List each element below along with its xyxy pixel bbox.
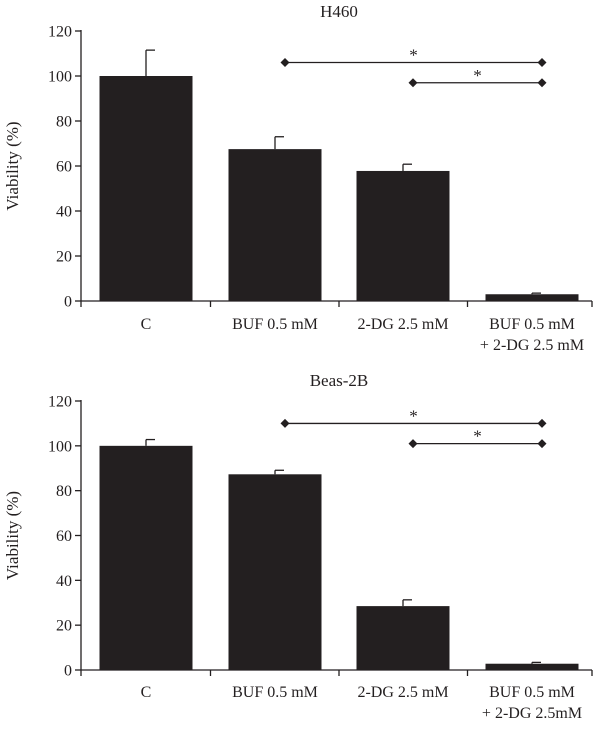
x-category-label: C: [141, 684, 152, 701]
bar: [485, 294, 579, 301]
x-category-label: + 2-DG 2.5 mM: [480, 337, 584, 354]
x-category-label: BUF 0.5 mM: [489, 684, 575, 701]
chart-panel-1: H460 Viability (%) 0 20 40 60 80 100 120 C BUF 0.5…: [3, 2, 593, 354]
chart-title: H460: [320, 2, 358, 21]
y-tick-label: 0: [64, 663, 72, 680]
significance-marker: [280, 418, 290, 428]
significance-marker: [537, 418, 547, 428]
x-category-label: BUF 0.5 mM: [232, 316, 318, 333]
significance-marker: [537, 439, 547, 449]
y-tick-label: 120: [48, 24, 72, 41]
y-tick-label: 120: [48, 394, 72, 411]
bar: [99, 445, 193, 670]
significance-label: *: [473, 66, 482, 85]
x-category-label: BUF 0.5 mM: [232, 684, 318, 701]
x-category-label: BUF 0.5 mM: [489, 316, 575, 333]
y-tick-label: 80: [56, 483, 72, 500]
x-category-label: 2-DG 2.5 mM: [357, 316, 448, 333]
y-tick-label: 40: [56, 204, 72, 221]
bar: [485, 663, 579, 670]
significance-label: *: [409, 46, 418, 65]
y-tick-label: 40: [56, 573, 72, 590]
chart-panel-2: Beas-2B Viability (%) 0 20 40 60 80 100 120 C BUF …: [3, 371, 593, 722]
significance-marker: [408, 78, 418, 88]
bar: [99, 76, 193, 301]
y-tick-label: 20: [56, 618, 72, 635]
significance-marker: [537, 58, 547, 67]
chart-title: Beas-2B: [310, 371, 369, 390]
y-tick-label: 20: [56, 249, 72, 266]
significance-label: *: [473, 427, 482, 446]
y-tick-label: 0: [64, 294, 72, 311]
bar: [228, 149, 322, 301]
significance-marker: [537, 78, 547, 88]
x-category-label: + 2-DG 2.5mM: [482, 705, 582, 722]
y-tick-label: 100: [48, 69, 72, 86]
y-axis-label: Viability (%): [3, 121, 22, 210]
y-axis-label: Viability (%): [3, 491, 22, 580]
bar: [228, 474, 322, 670]
y-tick-label: 60: [56, 528, 72, 545]
y-tick-label: 80: [56, 114, 72, 131]
bar: [356, 170, 450, 301]
bar: [356, 606, 450, 670]
significance-marker: [280, 58, 290, 67]
significance-label: *: [409, 406, 418, 425]
y-tick-label: 60: [56, 159, 72, 176]
y-tick-label: 100: [48, 438, 72, 455]
significance-marker: [408, 439, 418, 449]
x-category-label: C: [141, 316, 152, 333]
x-category-label: 2-DG 2.5 mM: [357, 684, 448, 701]
